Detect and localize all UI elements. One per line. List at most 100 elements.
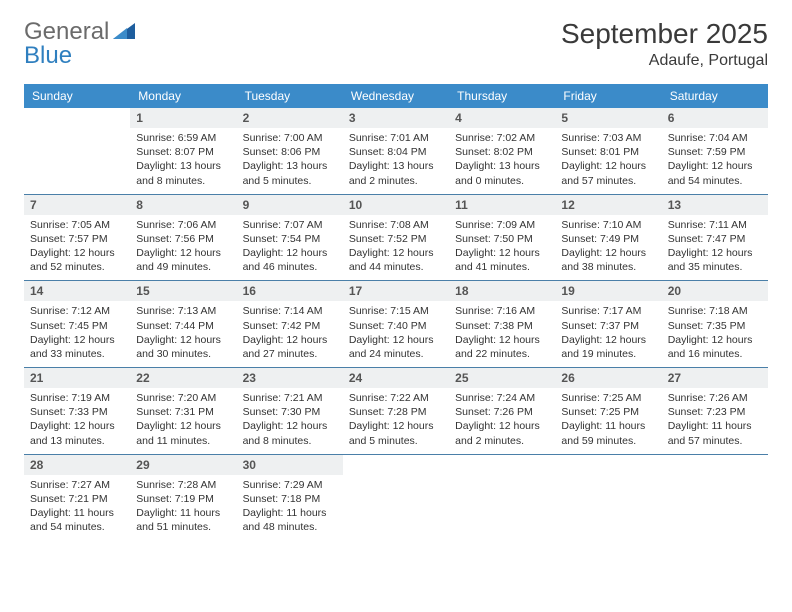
daylight-line-1: Daylight: 13 hours [349,159,443,173]
day-number: 9 [237,195,343,215]
daylight-line-1: Daylight: 13 hours [243,159,337,173]
day-number: 14 [24,281,130,301]
calendar-cell: 12Sunrise: 7:10 AMSunset: 7:49 PMDayligh… [555,195,661,281]
daylight-line-2: and 24 minutes. [349,347,443,361]
sunset-line: Sunset: 7:30 PM [243,405,337,419]
calendar-cell: 16Sunrise: 7:14 AMSunset: 7:42 PMDayligh… [237,281,343,367]
daylight-line-1: Daylight: 12 hours [668,333,762,347]
day-body: Sunrise: 7:15 AMSunset: 7:40 PMDaylight:… [343,301,449,367]
daylight-line-2: and 54 minutes. [668,174,762,188]
daylight-line-1: Daylight: 12 hours [136,333,230,347]
sunrise-line: Sunrise: 7:11 AM [668,218,762,232]
day-body: Sunrise: 7:03 AMSunset: 8:01 PMDaylight:… [555,128,661,194]
calendar-cell: 20Sunrise: 7:18 AMSunset: 7:35 PMDayligh… [662,281,768,367]
day-body: Sunrise: 7:24 AMSunset: 7:26 PMDaylight:… [449,388,555,454]
calendar-cell: 10Sunrise: 7:08 AMSunset: 7:52 PMDayligh… [343,195,449,281]
sunset-line: Sunset: 7:59 PM [668,145,762,159]
sunrise-line: Sunrise: 7:29 AM [243,478,337,492]
daylight-line-2: and 5 minutes. [349,434,443,448]
day-body: Sunrise: 6:59 AMSunset: 8:07 PMDaylight:… [130,128,236,194]
day-number: 7 [24,195,130,215]
sunset-line: Sunset: 7:56 PM [136,232,230,246]
daylight-line-1: Daylight: 12 hours [349,419,443,433]
day-body: Sunrise: 7:12 AMSunset: 7:45 PMDaylight:… [24,301,130,367]
daylight-line-1: Daylight: 13 hours [136,159,230,173]
sunset-line: Sunset: 7:54 PM [243,232,337,246]
daylight-line-1: Daylight: 12 hours [136,419,230,433]
sunrise-line: Sunrise: 7:24 AM [455,391,549,405]
day-body: Sunrise: 7:26 AMSunset: 7:23 PMDaylight:… [662,388,768,454]
day-number: 17 [343,281,449,301]
daylight-line-1: Daylight: 12 hours [30,419,124,433]
sunrise-line: Sunrise: 7:03 AM [561,131,655,145]
daylight-line-2: and 52 minutes. [30,260,124,274]
daylight-line-2: and 16 minutes. [668,347,762,361]
sunrise-line: Sunrise: 7:22 AM [349,391,443,405]
calendar-cell: 14Sunrise: 7:12 AMSunset: 7:45 PMDayligh… [24,281,130,367]
daylight-line-1: Daylight: 12 hours [668,159,762,173]
day-number: 1 [130,108,236,128]
daylight-line-1: Daylight: 11 hours [561,419,655,433]
daylight-line-1: Daylight: 12 hours [349,246,443,260]
sunset-line: Sunset: 7:38 PM [455,319,549,333]
day-body: Sunrise: 7:21 AMSunset: 7:30 PMDaylight:… [237,388,343,454]
day-body: Sunrise: 7:18 AMSunset: 7:35 PMDaylight:… [662,301,768,367]
daylight-line-2: and 11 minutes. [136,434,230,448]
logo-text-blue: Blue [24,42,72,70]
daylight-line-2: and 35 minutes. [668,260,762,274]
day-body: Sunrise: 7:22 AMSunset: 7:28 PMDaylight:… [343,388,449,454]
daylight-line-1: Daylight: 12 hours [561,159,655,173]
day-body: Sunrise: 7:11 AMSunset: 7:47 PMDaylight:… [662,215,768,281]
day-number: 11 [449,195,555,215]
sunrise-line: Sunrise: 7:15 AM [349,304,443,318]
week-row: 1Sunrise: 6:59 AMSunset: 8:07 PMDaylight… [24,108,768,195]
day-number: 28 [24,455,130,475]
daylight-line-1: Daylight: 12 hours [243,333,337,347]
sunrise-line: Sunrise: 7:26 AM [668,391,762,405]
day-number: 25 [449,368,555,388]
daylight-line-2: and 46 minutes. [243,260,337,274]
weeks-container: 1Sunrise: 6:59 AMSunset: 8:07 PMDaylight… [24,108,768,540]
month-title: September 2025 [561,18,768,50]
sunrise-line: Sunrise: 7:25 AM [561,391,655,405]
sunrise-line: Sunrise: 7:13 AM [136,304,230,318]
daylight-line-1: Daylight: 12 hours [561,333,655,347]
dow-tuesday: Tuesday [237,84,343,108]
sunrise-line: Sunrise: 7:09 AM [455,218,549,232]
day-number: 26 [555,368,661,388]
calendar-cell [343,455,449,541]
day-body: Sunrise: 7:20 AMSunset: 7:31 PMDaylight:… [130,388,236,454]
day-body: Sunrise: 7:08 AMSunset: 7:52 PMDaylight:… [343,215,449,281]
calendar-cell: 29Sunrise: 7:28 AMSunset: 7:19 PMDayligh… [130,455,236,541]
day-number: 16 [237,281,343,301]
calendar-cell: 18Sunrise: 7:16 AMSunset: 7:38 PMDayligh… [449,281,555,367]
day-number: 2 [237,108,343,128]
daylight-line-1: Daylight: 12 hours [30,333,124,347]
daylight-line-2: and 38 minutes. [561,260,655,274]
day-body: Sunrise: 7:27 AMSunset: 7:21 PMDaylight:… [24,475,130,541]
day-number: 3 [343,108,449,128]
day-number: 18 [449,281,555,301]
sunrise-line: Sunrise: 7:16 AM [455,304,549,318]
sunset-line: Sunset: 8:02 PM [455,145,549,159]
daylight-line-1: Daylight: 11 hours [243,506,337,520]
calendar-cell [449,455,555,541]
daylight-line-1: Daylight: 11 hours [668,419,762,433]
calendar-cell: 13Sunrise: 7:11 AMSunset: 7:47 PMDayligh… [662,195,768,281]
dow-sunday: Sunday [24,84,130,108]
daylight-line-1: Daylight: 12 hours [455,246,549,260]
daylight-line-2: and 54 minutes. [30,520,124,534]
daylight-line-2: and 44 minutes. [349,260,443,274]
daylight-line-1: Daylight: 12 hours [243,419,337,433]
day-number: 19 [555,281,661,301]
daylight-line-2: and 13 minutes. [30,434,124,448]
calendar-cell: 11Sunrise: 7:09 AMSunset: 7:50 PMDayligh… [449,195,555,281]
sunrise-line: Sunrise: 7:28 AM [136,478,230,492]
sunset-line: Sunset: 8:06 PM [243,145,337,159]
sunrise-line: Sunrise: 7:01 AM [349,131,443,145]
calendar-cell: 2Sunrise: 7:00 AMSunset: 8:06 PMDaylight… [237,108,343,194]
daylight-line-2: and 33 minutes. [30,347,124,361]
day-body: Sunrise: 7:02 AMSunset: 8:02 PMDaylight:… [449,128,555,194]
day-body: Sunrise: 7:07 AMSunset: 7:54 PMDaylight:… [237,215,343,281]
sunset-line: Sunset: 7:26 PM [455,405,549,419]
